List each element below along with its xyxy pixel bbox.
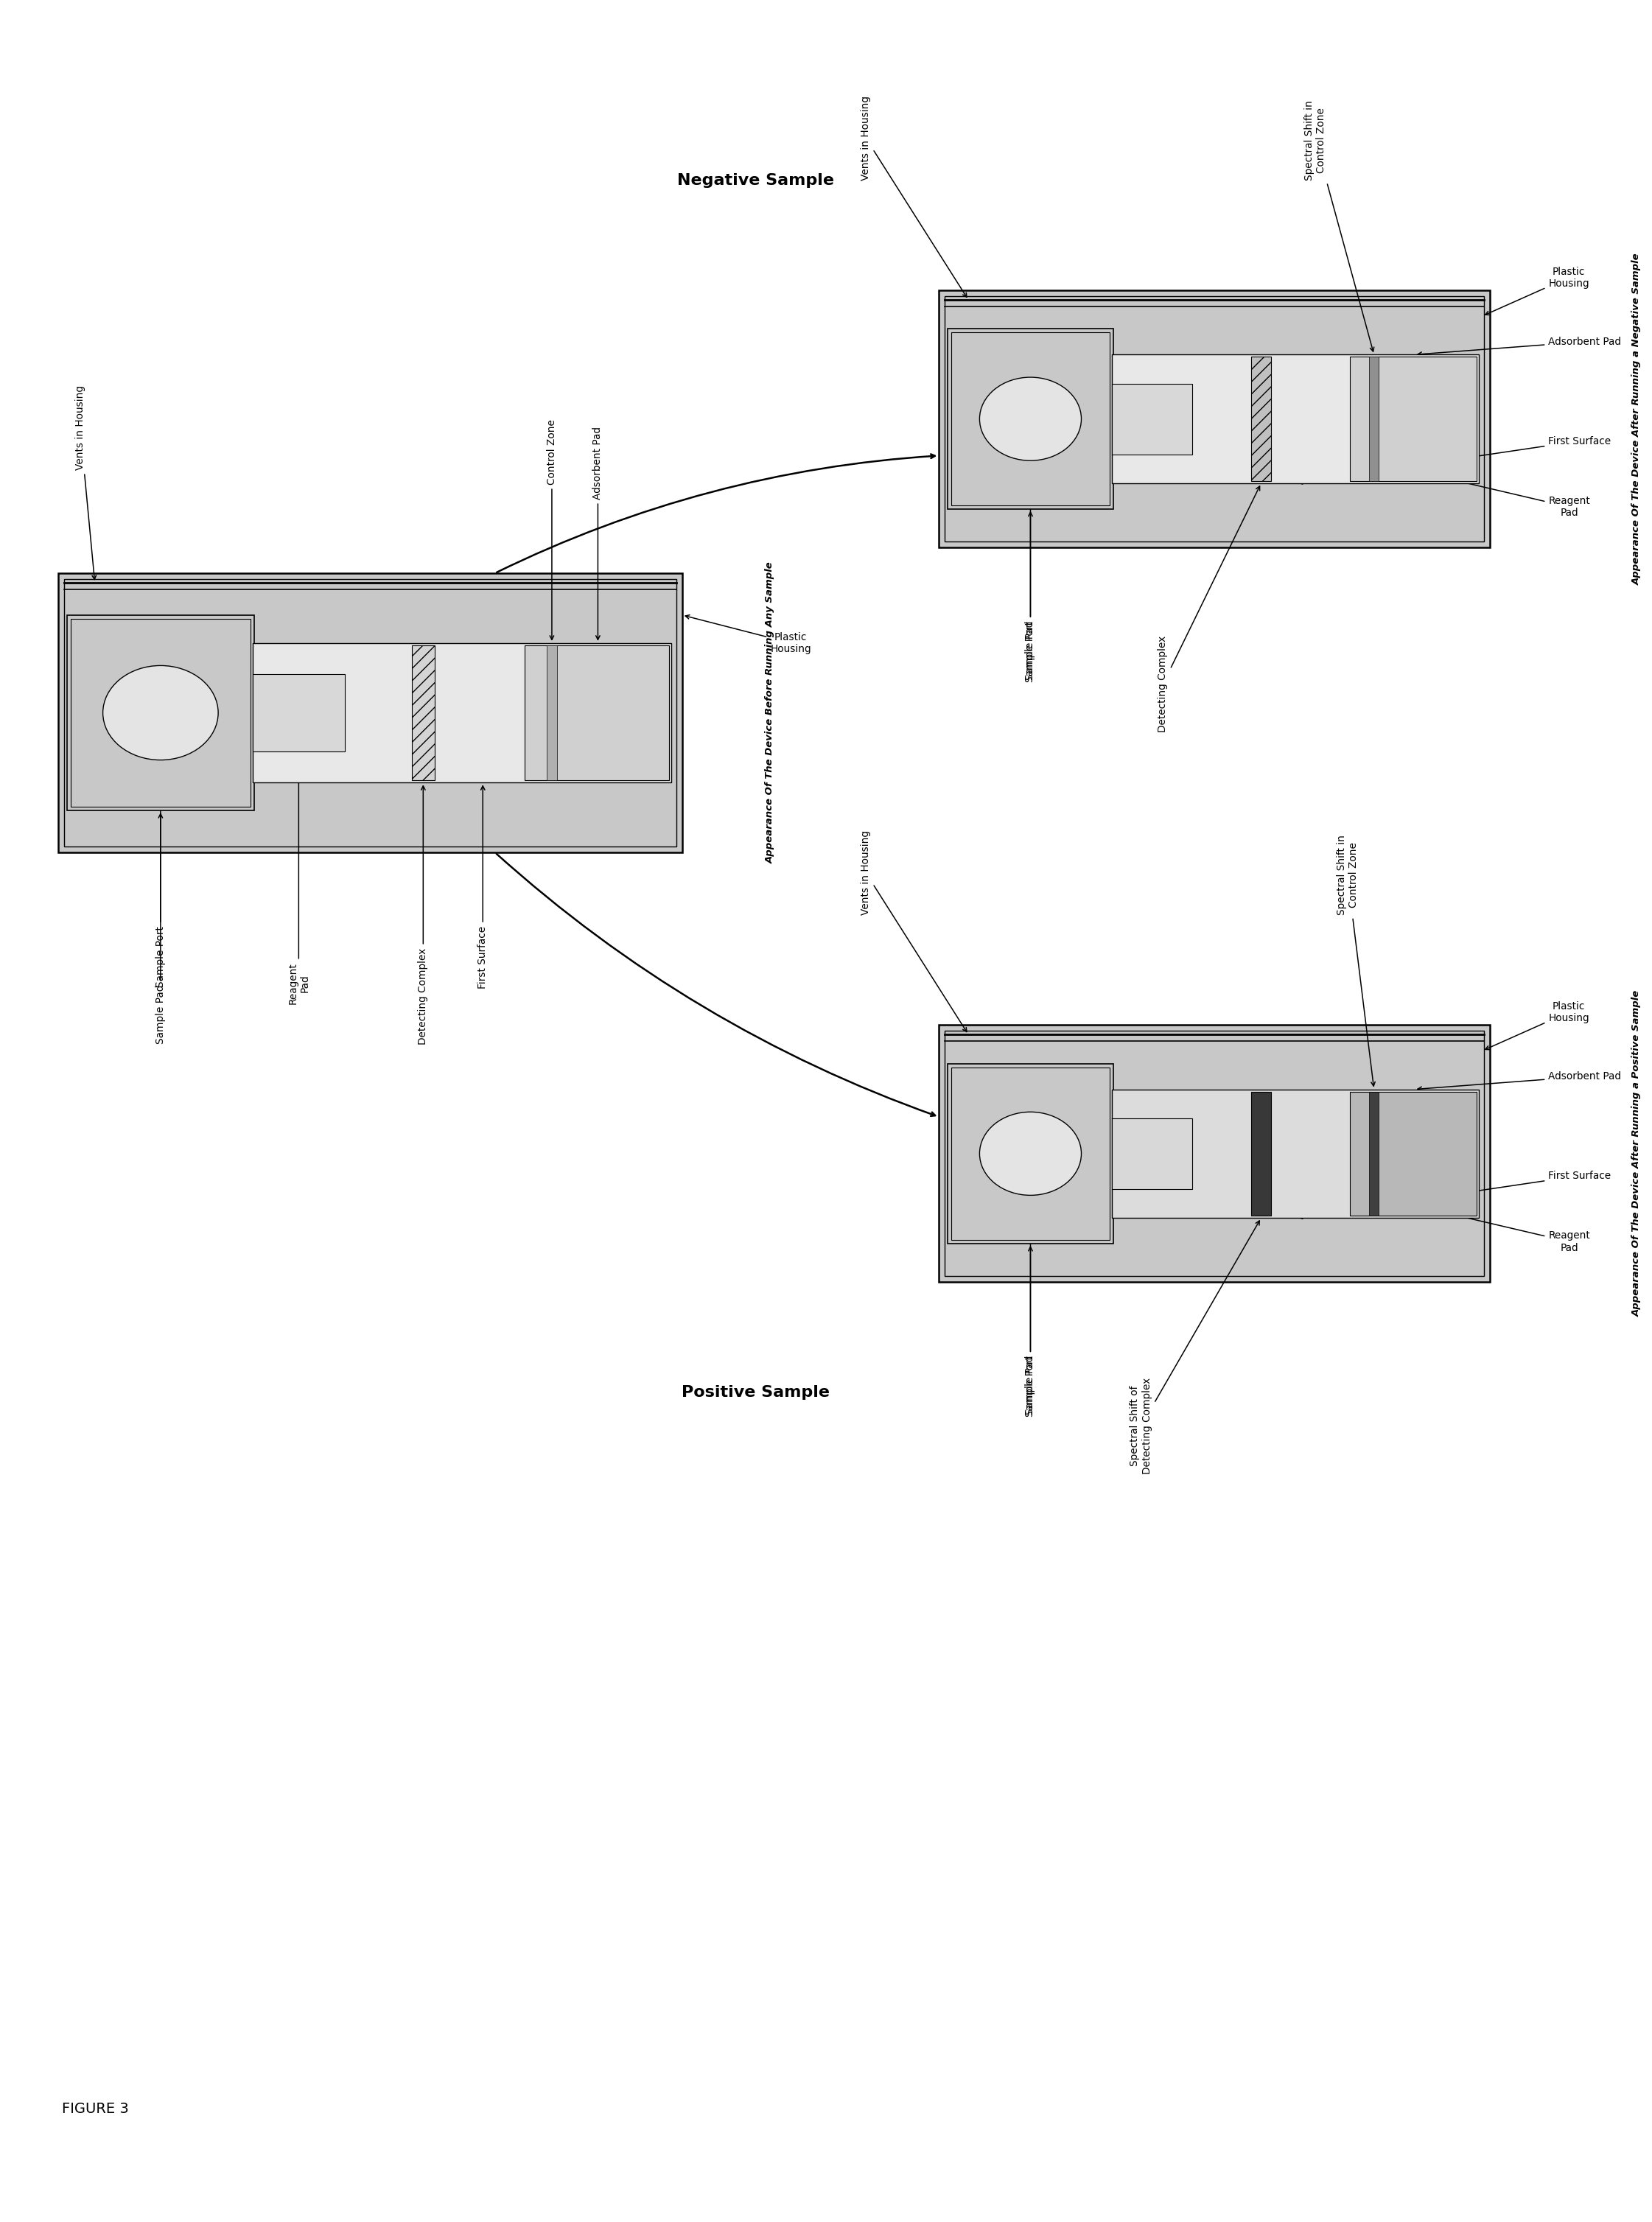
Bar	[945, 1031, 1483, 1275]
Bar	[1251, 358, 1272, 480]
Ellipse shape	[980, 378, 1082, 460]
Bar	[71, 618, 251, 807]
Text: Vents in Housing: Vents in Housing	[861, 96, 966, 298]
Text: Sample Port: Sample Port	[155, 769, 165, 987]
Text: Positive Sample: Positive Sample	[682, 1384, 829, 1400]
Text: Reagent
Pad: Reagent Pad	[1196, 418, 1591, 518]
Bar	[68, 615, 254, 811]
Bar	[1370, 358, 1379, 480]
Bar	[1112, 384, 1193, 453]
Text: Sample Pad: Sample Pad	[1026, 1247, 1036, 1415]
Bar	[411, 644, 434, 780]
Bar	[952, 1067, 1110, 1240]
Text: Vents in Housing: Vents in Housing	[74, 387, 96, 580]
Text: Sample Pad: Sample Pad	[1026, 513, 1036, 680]
Text: Appearance Of The Device Before Running Any Sample: Appearance Of The Device Before Running …	[765, 562, 775, 864]
Text: Vents in Housing: Vents in Housing	[861, 831, 966, 1031]
Text: Reagent
Pad: Reagent Pad	[287, 755, 311, 1004]
Text: Plastic
Housing: Plastic Housing	[1485, 267, 1589, 316]
Bar	[1350, 1091, 1477, 1215]
Bar	[1370, 1091, 1379, 1215]
Text: Adsorbent Pad: Adsorbent Pad	[1417, 336, 1621, 356]
Ellipse shape	[102, 667, 218, 760]
Bar	[938, 1024, 1490, 1282]
Bar	[1350, 358, 1477, 480]
Bar	[1112, 356, 1479, 482]
Text: First Surface: First Surface	[1298, 1171, 1611, 1220]
Text: Sample Port: Sample Port	[1026, 469, 1036, 682]
Text: Spectral Shift of
Detecting Complex: Spectral Shift of Detecting Complex	[1130, 1220, 1259, 1475]
Bar	[938, 291, 1490, 547]
Bar	[948, 329, 1113, 509]
Bar	[547, 644, 557, 780]
Text: Plastic
Housing: Plastic Housing	[686, 615, 811, 653]
Text: First Surface: First Surface	[1298, 436, 1611, 484]
Bar	[525, 644, 669, 780]
Text: FIGURE 3: FIGURE 3	[61, 2102, 129, 2115]
Bar	[1112, 1089, 1479, 1218]
Bar	[253, 675, 345, 751]
Text: Negative Sample: Negative Sample	[677, 173, 834, 187]
Text: Reagent
Pad: Reagent Pad	[1196, 1153, 1591, 1253]
Ellipse shape	[980, 1111, 1082, 1195]
Bar	[945, 296, 1483, 542]
Bar	[1112, 1118, 1193, 1189]
Text: Sample Port: Sample Port	[1026, 1202, 1036, 1418]
Bar	[58, 573, 682, 853]
Bar	[948, 1064, 1113, 1244]
Text: Appearance Of The Device After Running a Negative Sample: Appearance Of The Device After Running a…	[1632, 253, 1640, 584]
Text: Adsorbent Pad: Adsorbent Pad	[593, 427, 603, 640]
Text: Spectral Shift in
Control Zone: Spectral Shift in Control Zone	[1303, 100, 1374, 351]
Text: Appearance Of The Device After Running a Positive Sample: Appearance Of The Device After Running a…	[1632, 991, 1640, 1318]
Text: Detecting Complex: Detecting Complex	[1158, 487, 1260, 733]
Bar	[253, 642, 671, 782]
Text: Adsorbent Pad: Adsorbent Pad	[1417, 1071, 1621, 1091]
Bar	[1251, 1091, 1272, 1215]
Text: First Surface: First Surface	[477, 787, 487, 989]
Text: Spectral Shift in
Control Zone: Spectral Shift in Control Zone	[1336, 835, 1374, 1087]
Text: Control Zone: Control Zone	[547, 420, 557, 640]
Text: Plastic
Housing: Plastic Housing	[1485, 1002, 1589, 1049]
Bar	[64, 580, 676, 847]
Bar	[952, 333, 1110, 504]
Text: Detecting Complex: Detecting Complex	[418, 787, 428, 1044]
Text: Sample Pad: Sample Pad	[155, 813, 165, 1044]
